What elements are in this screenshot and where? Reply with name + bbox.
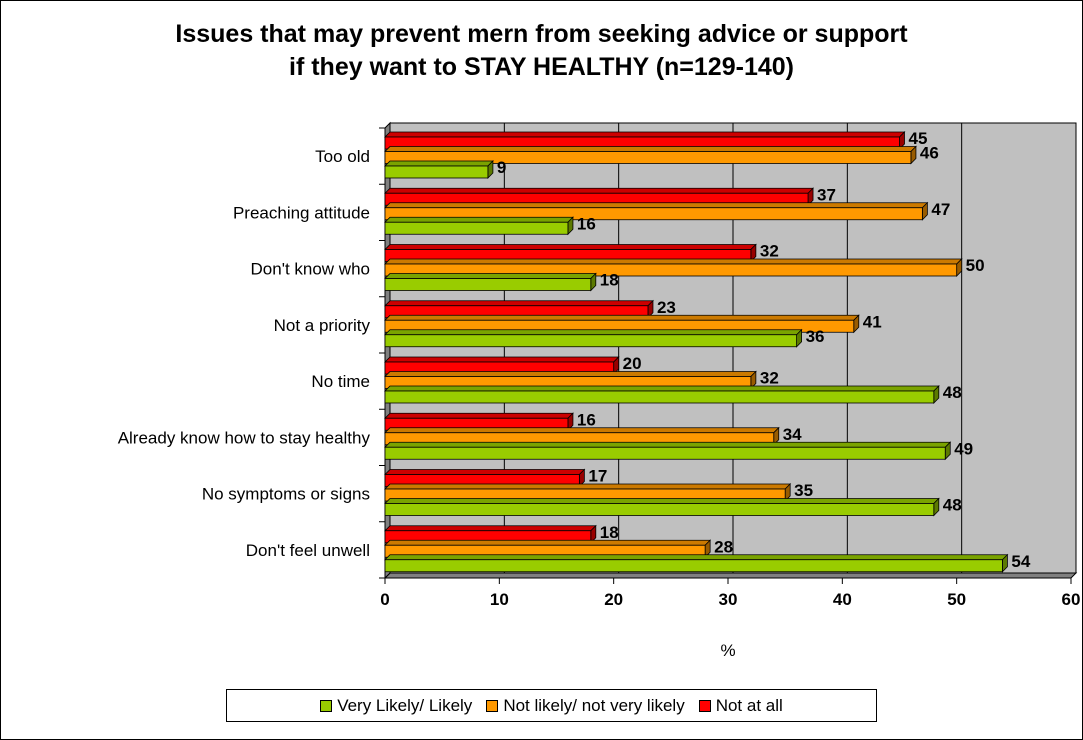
bar-top-face [384,258,963,265]
data-label: 17 [588,467,607,486]
bar-top-face [384,356,620,363]
x-tick-label: 10 [490,590,509,609]
bar-top-face [384,216,574,223]
data-label: 48 [943,383,962,402]
bar [384,334,798,348]
bar [384,207,923,221]
category-label: Don't know who [251,260,370,279]
bar [384,446,946,460]
x-tick-label: 40 [833,590,852,609]
bar-top-face [384,146,917,152]
x-tick-label: 20 [604,590,623,609]
data-label: 16 [577,410,596,429]
legend-item: Not at all [698,695,783,716]
data-label: 46 [920,144,939,163]
x-axis-title: % [720,641,735,660]
x-tick-label: 60 [1062,590,1081,609]
chart-legend: Very Likely/ Likely Not likely/ not very … [226,689,877,722]
category-label: Don't feel unwell [246,541,370,560]
legend-swatch [320,699,333,712]
category-label: Not a priority [274,316,371,335]
bar-top-face [384,131,906,138]
x-tick-label: 0 [380,590,389,609]
bar-top-face [384,371,757,377]
bar-top-face [384,525,597,532]
bar-top-face [384,202,929,209]
bar-top-face [384,498,940,504]
bar [384,390,935,404]
category-label: Preaching attitude [233,203,370,222]
data-label: 35 [794,481,813,500]
x-tick-label: 50 [947,590,966,609]
legend-label: Not likely/ not very likely [503,695,685,715]
data-label: 48 [943,496,962,515]
plot-floor [383,572,1078,579]
data-label: 45 [909,129,928,148]
bar [384,278,592,291]
data-label: 16 [577,214,596,233]
bar-top-face [384,300,654,307]
bar-top-face [384,329,803,336]
chart-title-line-1: Issues that may prevent mern from seekin… [175,20,908,48]
bar [384,503,935,516]
bar [384,151,912,164]
data-label: 32 [760,242,779,261]
bar-top-face [384,314,860,321]
bar [384,263,958,277]
data-label: 36 [806,327,825,346]
x-tick-label: 30 [719,590,738,609]
bar-top-face [384,469,586,475]
bar [384,165,489,179]
legend-item: Very Likely/ Likely [320,696,472,716]
bar-top-face [384,160,494,167]
bar [384,221,569,235]
bar [384,559,1003,573]
bar-top-face [384,187,814,194]
bar-top-face [384,244,757,250]
data-label: 37 [817,185,836,204]
data-label: 34 [783,425,802,444]
bar-top-face [384,385,940,392]
category-label: No symptoms or signs [202,485,370,504]
data-label: 49 [954,439,973,458]
data-label: 54 [1011,552,1030,571]
category-label: No time [311,372,370,391]
bar-top-face [384,427,780,434]
legend-swatch [486,699,499,712]
data-label: 18 [600,271,619,290]
data-label: 9 [497,158,506,177]
legend-label: Not at all [715,695,783,715]
category-label: Already know how to stay healthy [118,428,371,447]
bar-top-face [384,539,712,546]
data-label: 50 [966,256,985,275]
category-label: Too old [315,147,370,166]
bar-top-face [384,273,597,279]
chart-title: Issues that may prevent mern from seekin… [0,18,1083,84]
data-label: 18 [600,523,619,542]
data-label: 32 [760,369,779,388]
legend-swatch [698,699,711,712]
data-label: 20 [623,354,642,373]
data-label: 47 [931,200,950,219]
legend-label: Very Likely/ Likely [337,695,473,715]
data-label: 23 [657,298,676,317]
bar-top-face [384,483,792,490]
data-label: 41 [863,312,882,331]
legend-item: Not likely/ not very likely [486,695,685,716]
bar-top-face [384,554,1009,561]
bar-top-face [384,441,952,448]
data-label: 28 [714,537,733,556]
chart-title-line-2: if they want to STAY HEALTHY (n=129-140) [289,53,794,81]
bar-top-face [384,412,574,419]
